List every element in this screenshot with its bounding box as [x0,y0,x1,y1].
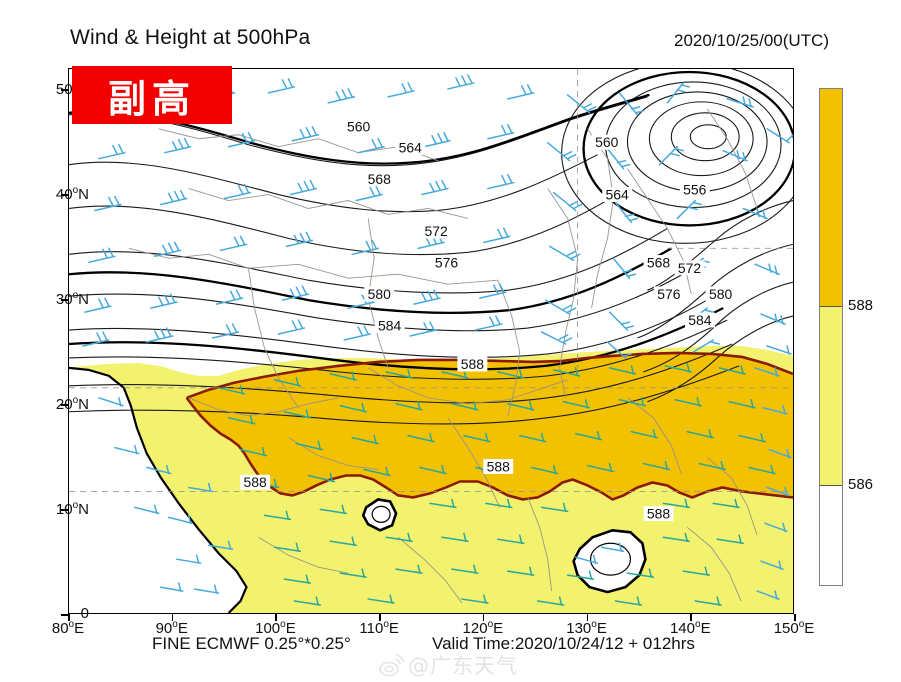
svg-text:572: 572 [678,260,702,276]
model-label: FINE ECMWF 0.25°*0.25° [152,634,351,653]
subtropical-high-annotation: 副高 [72,66,232,124]
svg-text:576: 576 [657,286,681,302]
y-tick-mark [61,194,68,196]
svg-text:588: 588 [647,506,671,522]
contour-label: 588 [457,356,488,372]
svg-text:576: 576 [435,255,459,271]
contour-label: 588 [483,459,514,475]
y-tick-mark [61,89,68,91]
svg-text:572: 572 [425,223,449,239]
x-tick-label: 110oE [359,619,399,637]
svg-text:588: 588 [244,474,268,490]
contour-label: 556 [679,181,710,197]
y-tick-mark [61,614,68,616]
contour-label-layer: 560 564 568 572 576 580 584 560 564 556 568 572 576 5… [240,119,736,522]
x-tick-mark [68,614,70,621]
contour-label: 584 [374,317,405,333]
svg-text:564: 564 [606,187,630,203]
x-tick-label: 90oE [155,619,188,637]
svg-text:580: 580 [709,286,733,302]
svg-text:560: 560 [595,134,619,150]
x-tick-mark [586,614,589,621]
valid-datetime-label: 2020/10/25/00(UTC) [674,31,829,50]
y-tick-mark [61,509,68,511]
contour-label: 564 [602,187,633,203]
contour-label: 580 [705,286,736,302]
colorbar-segment [820,485,842,585]
contour-label: 584 [684,312,715,328]
svg-text:568: 568 [647,255,671,271]
contour-label: 572 [421,223,452,239]
x-tick-mark [690,614,692,621]
svg-text:560: 560 [347,119,371,135]
x-tick-label: 120oE [462,619,504,637]
x-tick-mark [794,614,796,621]
valid-time-label: Valid Time:2020/10/24/12 + 012hrs [432,634,695,653]
x-tick-mark [275,614,277,621]
x-tick-label: 130oE [566,619,607,637]
contour-label: 560 [591,134,622,150]
colorbar [819,88,843,586]
contour-map-canvas: 560 564 568 572 576 580 584 560 564 556 568 572 576 5… [69,69,793,613]
page-title: Wind & Height at 500hPa [70,26,311,49]
colorbar-tick-label: 588 [848,297,874,315]
weibo-icon [379,654,404,677]
svg-text:584: 584 [688,312,712,328]
colorbar-tick-label: 586 [848,476,874,494]
contour-label: 572 [674,260,705,276]
shade-below-586-india [69,367,247,613]
x-tick-mark [171,614,174,621]
svg-text:588: 588 [487,459,511,475]
watermark-text: @广东天气 [408,654,518,678]
watermark: @广东天气 [378,650,518,680]
wind-barbs-teal [217,363,776,606]
colorbar-segment [820,307,842,486]
svg-text:584: 584 [378,317,402,333]
x-tick-label: 100oE [255,619,296,637]
contour-label: 588 [240,474,271,490]
chart-plot-area: 560 564 568 572 576 580 584 560 564 556 568 572 576 5… [68,68,794,614]
colorbar-segment [820,89,842,308]
contour-label: 580 [364,286,395,302]
svg-text:564: 564 [399,139,423,155]
contour-label: 560 [343,119,374,135]
wind-barbs-cyan [82,74,793,600]
contour-586-boundary [69,366,248,613]
svg-text:568: 568 [368,171,392,187]
y-tick-mark [61,404,68,406]
x-tick-label: 150oE [773,619,815,637]
contour-label: 588 [643,506,674,522]
contour-label: 564 [395,139,426,155]
contour-588-boundary [185,351,793,501]
tropical-low-core-fill-west [363,499,397,531]
contour-label: 568 [364,171,395,187]
contour-label: 568 [643,255,674,271]
contour-label: 576 [431,255,462,271]
shade-588-core [186,352,793,500]
svg-text:580: 580 [368,286,392,302]
x-tick-mark [482,614,485,621]
contour-label: 576 [653,286,684,302]
wind-barbs-field [82,74,793,606]
svg-text:556: 556 [683,181,707,197]
x-tick-mark [379,614,381,621]
y-tick-mark [61,299,68,301]
y-tick-label: 0 [80,605,89,622]
map-guide-dashed-lines [69,69,793,492]
x-tick-label: 140oE [669,619,711,637]
x-tick-label: 80oE [51,619,85,637]
svg-text:588: 588 [461,356,485,372]
